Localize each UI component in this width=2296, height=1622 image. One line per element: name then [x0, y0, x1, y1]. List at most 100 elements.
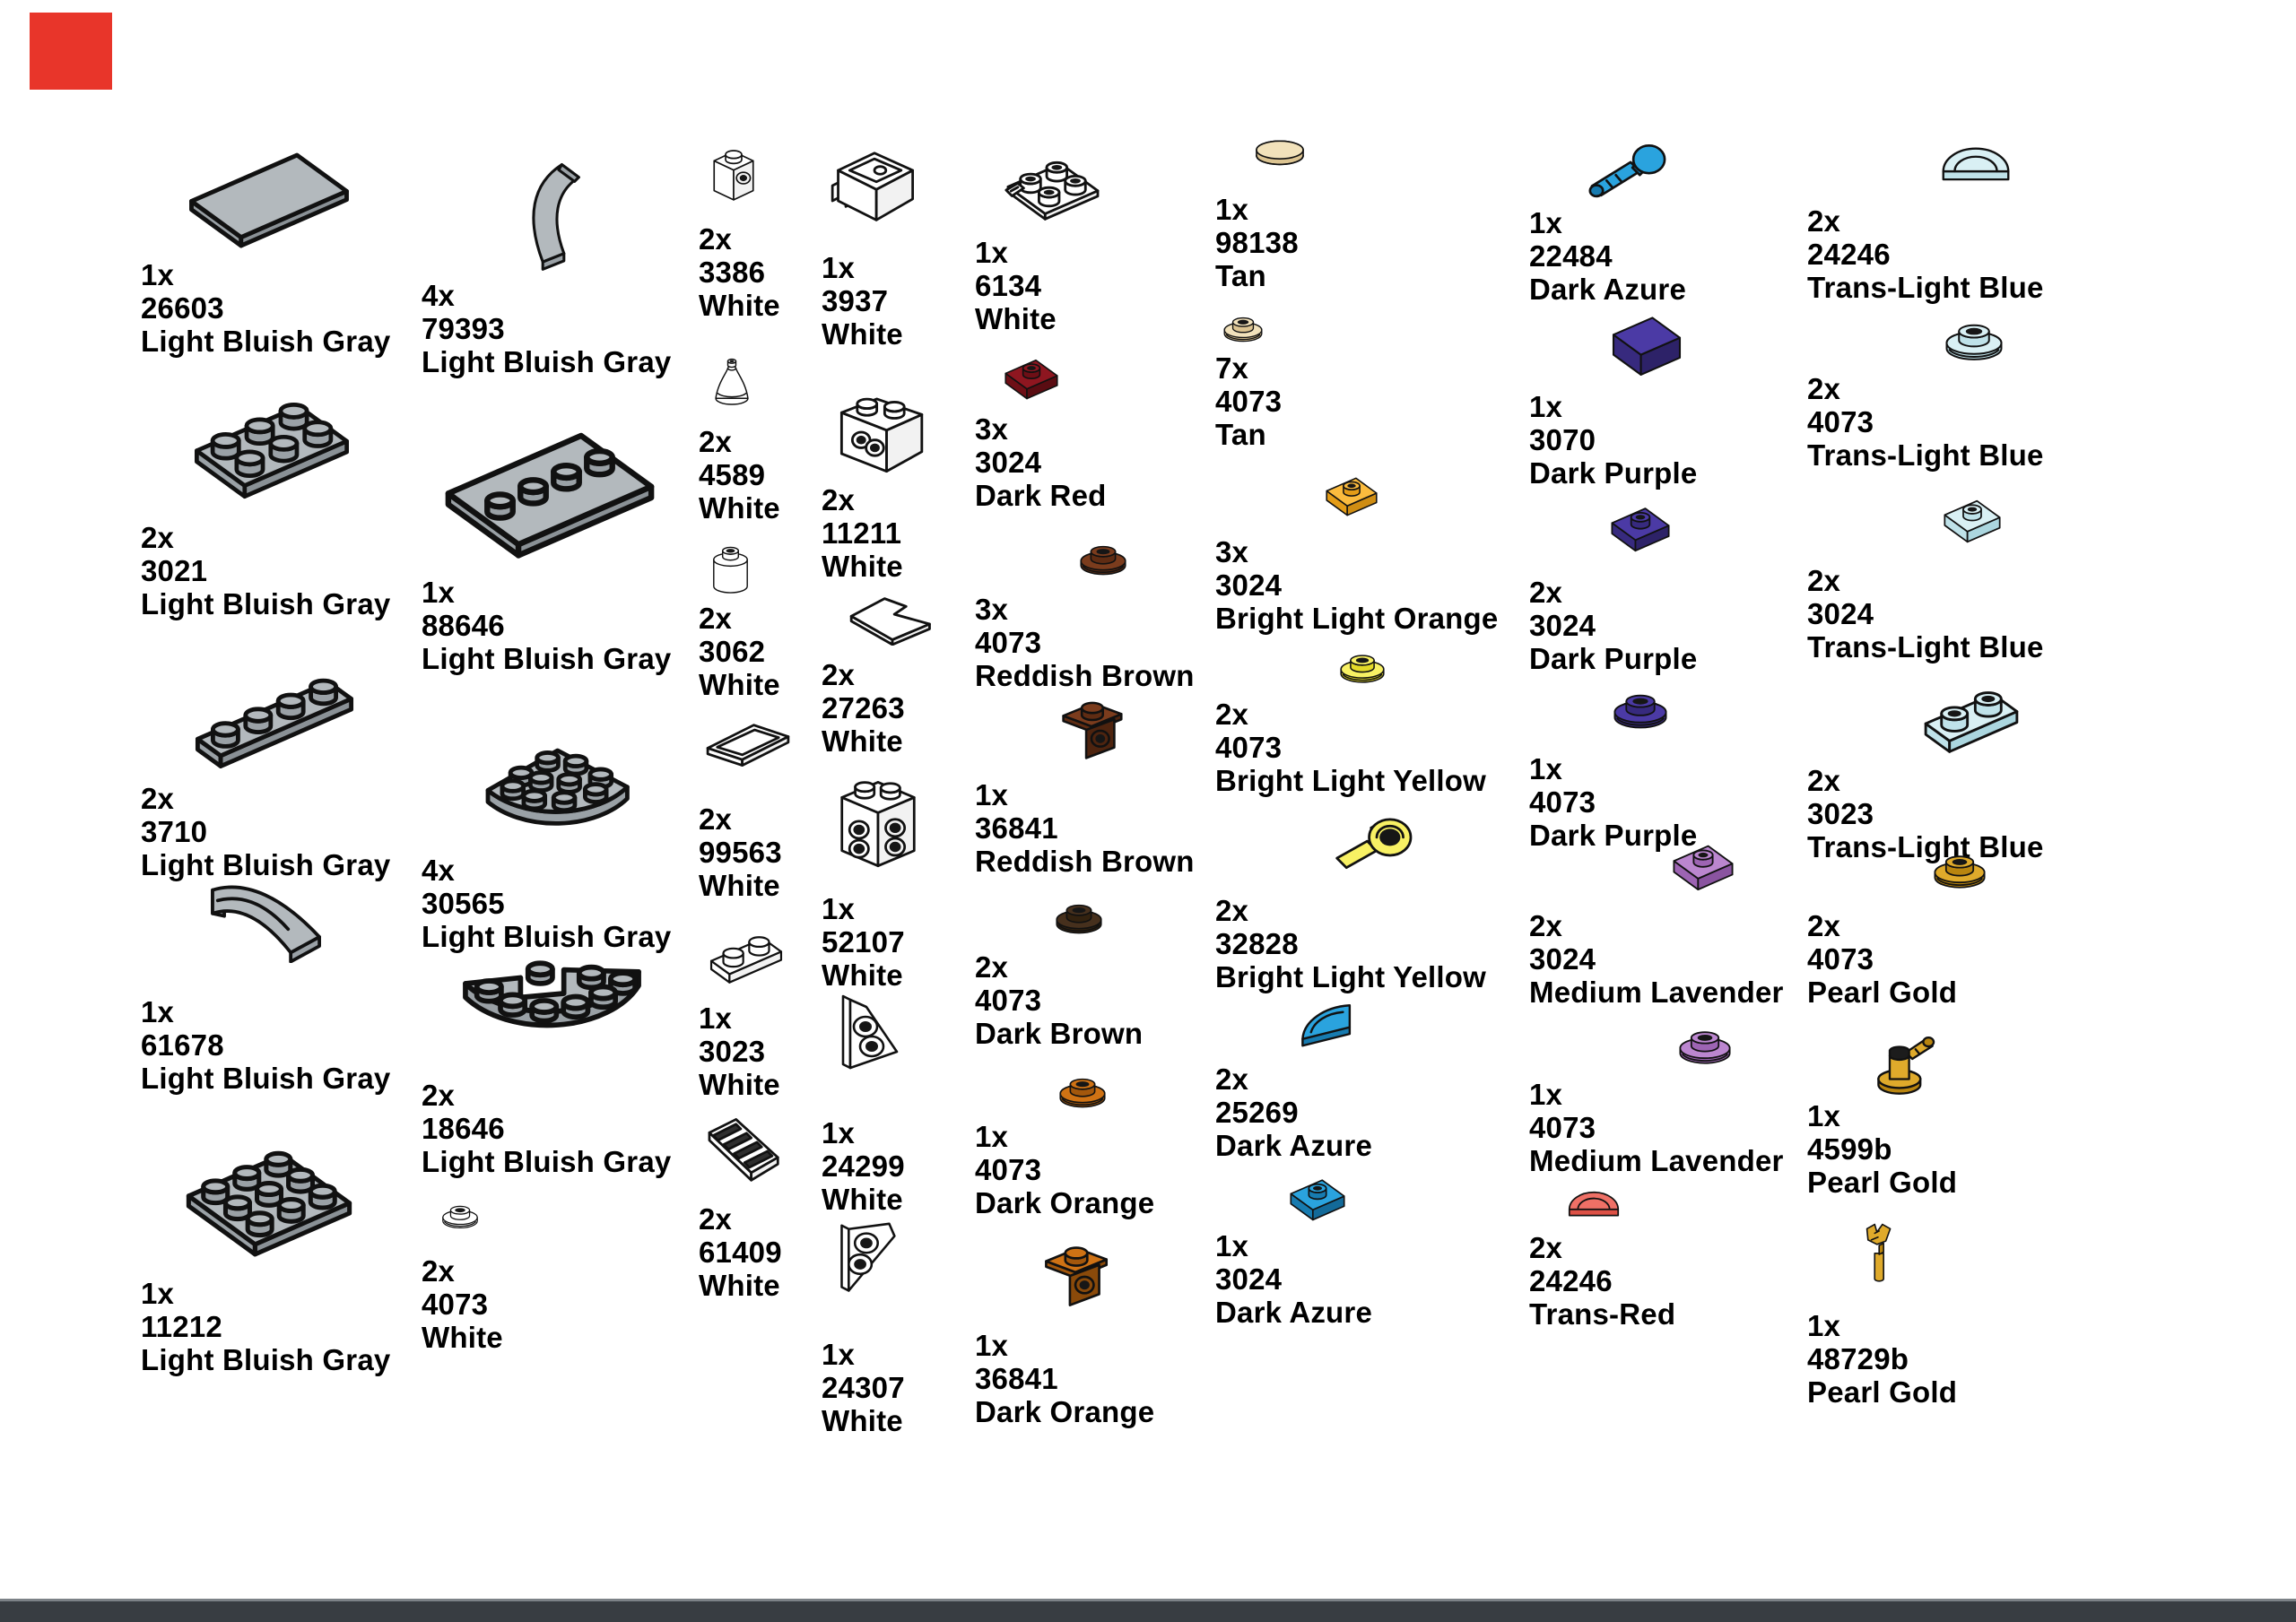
part-id: 88646 — [422, 609, 505, 642]
part-image-61678 — [192, 854, 343, 963]
part-image-99563 — [695, 716, 801, 771]
part-id: 4599b — [1807, 1132, 1892, 1166]
red-marker-square — [30, 13, 112, 90]
part-label: 2x 24246 Trans-Red — [1529, 1231, 1675, 1331]
part-image-3386 — [705, 142, 762, 210]
part-qty: 1x — [975, 778, 1009, 811]
part-label: 1x 4073 Dark Purple — [1529, 752, 1697, 852]
part-id: 3021 — [141, 554, 208, 587]
part-qty: 1x — [1529, 206, 1563, 239]
part-color: White — [699, 869, 780, 902]
part-id: 4073 — [1215, 385, 1283, 418]
part-color: Light Bluish Gray — [422, 345, 672, 378]
part-image-4073 — [1335, 644, 1390, 689]
part-qty: 2x — [699, 1202, 733, 1236]
part-image-24246 — [1563, 1177, 1624, 1229]
part-id: 4073 — [975, 984, 1042, 1017]
part-label: 2x 4073 Pearl Gold — [1807, 909, 1957, 1009]
part-label: 2x 61409 White — [699, 1202, 782, 1302]
part-label: 1x 61678 Light Bluish Gray — [141, 995, 390, 1095]
part-qty: 2x — [422, 1254, 456, 1288]
part-qty: 1x — [1529, 390, 1563, 423]
part-label: 3x 3024 Bright Light Orange — [1215, 535, 1498, 635]
part-id: 4073 — [1807, 942, 1874, 976]
part-color: Trans-Light Blue — [1807, 630, 2044, 664]
part-color: Light Bluish Gray — [141, 1062, 391, 1095]
part-image-4073 — [1939, 310, 2009, 368]
part-id: 79393 — [422, 312, 505, 345]
part-image-61409 — [694, 1099, 789, 1189]
part-color: White — [422, 1321, 503, 1354]
part-image-24307 — [820, 1215, 909, 1312]
part-image-98138 — [1252, 133, 1308, 174]
part-id: 24246 — [1529, 1264, 1613, 1297]
part-color: White — [699, 668, 780, 701]
part-id: 4589 — [699, 458, 766, 491]
part-image-79393 — [500, 139, 606, 290]
part-label: 1x 36841 Reddish Brown — [975, 778, 1195, 878]
part-id: 98138 — [1215, 226, 1299, 259]
part-color: Tan — [1215, 418, 1266, 451]
part-qty: 1x — [699, 1002, 733, 1035]
part-qty: 1x — [141, 258, 175, 291]
part-qty: 2x — [1215, 894, 1249, 927]
part-color: White — [822, 550, 903, 583]
part-image-4073 — [1049, 893, 1109, 940]
part-qty: 2x — [141, 521, 175, 554]
part-color: Dark Orange — [975, 1186, 1155, 1219]
part-image-4589 — [707, 346, 757, 412]
part-color: Light Bluish Gray — [422, 642, 672, 675]
part-label: 1x 4073 Medium Lavender — [1529, 1078, 1784, 1177]
part-color: White — [699, 491, 780, 525]
part-color: Pearl Gold — [1807, 976, 1958, 1009]
part-color: White — [699, 289, 780, 322]
part-id: 27263 — [822, 691, 905, 724]
part-qty: 2x — [1529, 576, 1563, 609]
part-color: Light Bluish Gray — [422, 1145, 672, 1178]
part-label: 1x 22484 Dark Azure — [1529, 206, 1686, 306]
part-image-4073 — [1053, 1067, 1112, 1114]
part-color: Dark Brown — [975, 1017, 1144, 1050]
part-color: Trans-Light Blue — [1807, 438, 2044, 472]
part-qty: 1x — [975, 1329, 1009, 1362]
part-image-3070 — [1593, 312, 1700, 378]
part-image-3937 — [823, 142, 926, 230]
part-color: Dark Red — [975, 479, 1107, 512]
part-label: 2x 3710 Light Bluish Gray — [141, 782, 390, 881]
part-image-3023 — [693, 922, 799, 986]
part-image-3023 — [1894, 672, 2048, 757]
part-qty: 2x — [1807, 909, 1841, 942]
part-id: 25269 — [1215, 1096, 1299, 1129]
part-qty: 2x — [699, 222, 733, 256]
part-label: 2x 4073 Bright Light Yellow — [1215, 698, 1486, 797]
part-label: 1x 3023 White — [699, 1002, 780, 1101]
part-qty: 2x — [422, 1079, 456, 1112]
part-image-3024 — [1593, 495, 1688, 554]
part-qty: 2x — [822, 658, 856, 691]
part-id: 6134 — [975, 269, 1042, 302]
part-label: 2x 3021 Light Bluish Gray — [141, 521, 390, 620]
part-id: 24246 — [1807, 238, 1891, 271]
part-id: 4073 — [1807, 405, 1874, 438]
part-label: 1x 88646 Light Bluish Gray — [422, 576, 671, 675]
part-label: 2x 4073 Dark Brown — [975, 950, 1143, 1050]
part-color: Trans-Red — [1529, 1297, 1676, 1331]
part-id: 4073 — [422, 1288, 489, 1321]
part-qty: 3x — [975, 593, 1009, 626]
part-image-36841 — [1046, 692, 1134, 769]
part-image-24246 — [1928, 137, 2023, 189]
part-id: 99563 — [699, 836, 782, 869]
part-image-4073 — [1602, 681, 1679, 735]
part-qty: 1x — [1529, 1078, 1563, 1111]
part-id: 3024 — [975, 446, 1042, 479]
part-image-4073 — [1074, 534, 1132, 581]
part-color: Light Bluish Gray — [141, 587, 391, 620]
part-color: White — [822, 317, 903, 351]
part-id: 4073 — [1529, 1111, 1596, 1144]
part-label: 1x 36841 Dark Orange — [975, 1329, 1154, 1428]
part-color: Bright Light Orange — [1215, 602, 1499, 635]
part-image-3021 — [186, 379, 358, 505]
part-qty: 2x — [141, 782, 175, 815]
part-label: 1x 4599b Pearl Gold — [1807, 1099, 1957, 1199]
footer-bar — [0, 1599, 2296, 1622]
